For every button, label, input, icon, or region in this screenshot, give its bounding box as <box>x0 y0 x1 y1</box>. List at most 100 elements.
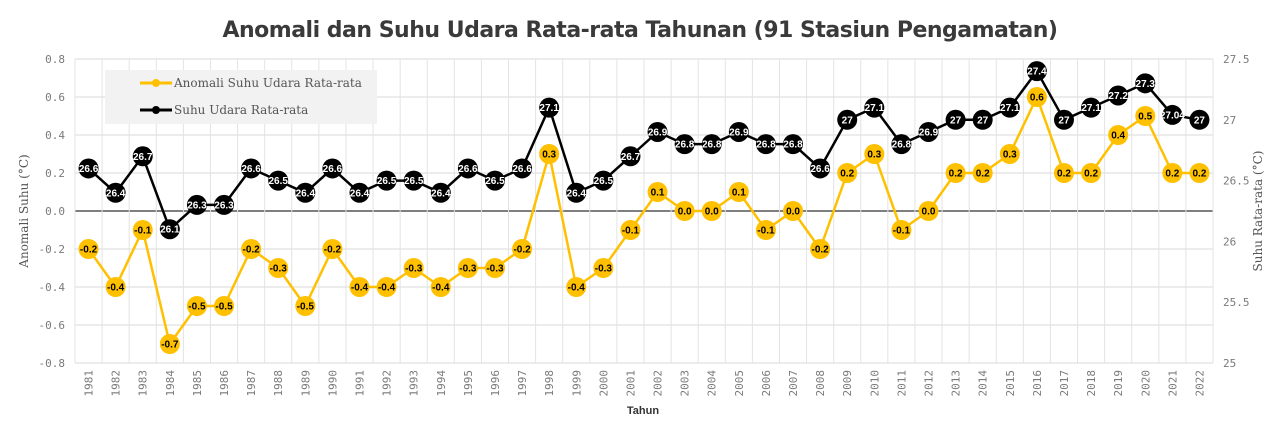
data-point-temperature <box>701 134 722 155</box>
x-tick-label: 2018 <box>1085 370 1098 397</box>
x-tick-label: 2014 <box>977 370 990 397</box>
data-point-anomaly <box>105 277 126 297</box>
data-point-anomaly <box>999 144 1020 164</box>
x-tick-label: 2021 <box>1166 370 1179 397</box>
y-tick-left-label: -0.2 <box>39 243 66 256</box>
data-point-temperature <box>864 97 885 118</box>
data-point-temperature <box>1162 104 1183 125</box>
data-label-anomaly: 0.6 <box>1030 93 1044 104</box>
data-label-anomaly: -0.2 <box>80 245 98 256</box>
x-tick-label: 2016 <box>1031 370 1044 397</box>
data-point-temperature <box>945 109 966 130</box>
data-label-anomaly: 0.0 <box>922 207 936 218</box>
data-point-temperature <box>241 158 262 179</box>
x-tick-label: 1990 <box>326 370 339 397</box>
data-label-anomaly: -0.4 <box>568 283 586 294</box>
x-tick-label: 1991 <box>354 370 367 397</box>
data-point-temperature <box>159 219 180 240</box>
data-point-temperature <box>539 97 560 118</box>
data-point-anomaly <box>132 220 153 240</box>
data-label-temperature: 26.8 <box>756 140 776 151</box>
data-label-temperature: 26.4 <box>350 188 370 199</box>
data-point-anomaly <box>891 220 912 240</box>
data-label-temperature: 26.5 <box>404 176 424 187</box>
data-point-anomaly <box>484 258 505 278</box>
x-tick-label: 2017 <box>1058 370 1071 397</box>
data-label-anomaly: 0.0 <box>678 207 692 218</box>
x-tick-label: 1981 <box>83 370 96 397</box>
data-label-temperature: 26.5 <box>594 176 614 187</box>
data-label-temperature: 26.7 <box>621 152 641 163</box>
data-label-temperature: 26.4 <box>431 188 451 199</box>
legend-box <box>105 70 377 124</box>
data-point-anomaly <box>837 163 858 183</box>
data-point-anomaly <box>322 239 343 259</box>
data-point-anomaly <box>214 296 235 316</box>
legend-marker-temperature <box>152 106 160 114</box>
x-tick-label: 2022 <box>1193 370 1206 397</box>
data-point-anomaly <box>783 201 804 221</box>
data-label-temperature: 26.3 <box>187 200 207 211</box>
y-tick-left-label: -0.6 <box>39 319 66 332</box>
data-label-temperature: 26.9 <box>919 127 939 138</box>
data-point-anomaly <box>1053 163 1074 183</box>
data-label-anomaly: 0.2 <box>1084 169 1098 180</box>
y-tick-left-label: 0.0 <box>45 205 65 218</box>
y-tick-left-label: 0.8 <box>45 53 65 66</box>
data-point-anomaly <box>349 277 370 297</box>
y-tick-right-label: 27.5 <box>1223 53 1250 66</box>
data-label-anomaly: 0.1 <box>651 188 665 199</box>
y-tick-right-label: 25 <box>1223 357 1236 370</box>
data-point-anomaly <box>701 201 722 221</box>
x-tick-label: 2011 <box>895 370 908 397</box>
series-layer: 26.6 26.4 26.7 26.1 26.3 26.3 26.6 26.5 26.4 26.6… <box>78 61 1210 354</box>
data-label-anomaly: 0.4 <box>1111 131 1125 142</box>
data-point-temperature <box>105 182 126 203</box>
data-label-anomaly: 0.0 <box>786 207 800 218</box>
data-label-anomaly: -0.3 <box>459 264 477 275</box>
data-label-temperature: 26.5 <box>485 176 505 187</box>
x-tick-label: 2005 <box>733 370 746 397</box>
data-label-temperature: 27 <box>842 115 854 126</box>
data-point-temperature <box>918 121 939 142</box>
data-label-anomaly: -0.2 <box>243 245 261 256</box>
data-label-anomaly: 0.2 <box>1192 169 1206 180</box>
data-point-temperature <box>837 109 858 130</box>
axes: 0.80.60.40.20.0-0.2-0.4-0.6-0.827.52726.… <box>39 53 1250 397</box>
data-point-anomaly <box>674 201 695 221</box>
data-label-temperature: 27.1 <box>539 103 559 114</box>
data-label-anomaly: -0.2 <box>812 245 830 256</box>
data-point-temperature <box>78 158 99 179</box>
data-point-anomaly <box>241 239 262 259</box>
data-point-anomaly <box>1026 87 1047 107</box>
x-tick-label: 1984 <box>164 370 177 397</box>
x-tick-label: 2001 <box>624 370 637 397</box>
data-point-anomaly <box>186 296 207 316</box>
data-label-temperature: 26.8 <box>783 140 803 151</box>
y-tick-left-label: 0.6 <box>45 91 65 104</box>
data-label-anomaly: 0.5 <box>1138 112 1152 123</box>
x-tick-label: 2020 <box>1139 370 1152 397</box>
x-tick-label: 2004 <box>706 370 719 397</box>
chart-title: Anomali dan Suhu Udara Rata-rata Tahunan… <box>222 18 1057 43</box>
y-tick-left-label: 0.2 <box>45 167 65 180</box>
data-label-temperature: 27.3 <box>1136 79 1156 90</box>
data-label-temperature: 27 <box>977 115 989 126</box>
data-point-temperature <box>1135 73 1156 94</box>
data-point-temperature <box>268 170 289 191</box>
x-tick-label: 1997 <box>516 370 529 397</box>
data-label-temperature: 26.6 <box>241 164 261 175</box>
x-tick-label: 1983 <box>137 370 150 397</box>
data-point-temperature <box>1081 97 1102 118</box>
data-point-temperature <box>214 194 235 215</box>
data-point-temperature <box>376 170 397 191</box>
x-tick-label: 1995 <box>462 370 475 397</box>
data-label-temperature: 27.04 <box>1160 110 1185 121</box>
data-label-temperature: 26.4 <box>106 188 126 199</box>
data-point-anomaly <box>620 220 641 240</box>
data-point-anomaly <box>918 201 939 221</box>
data-point-anomaly <box>457 258 478 278</box>
data-label-anomaly: 0.2 <box>1057 169 1071 180</box>
data-label-anomaly: -0.4 <box>432 283 450 294</box>
